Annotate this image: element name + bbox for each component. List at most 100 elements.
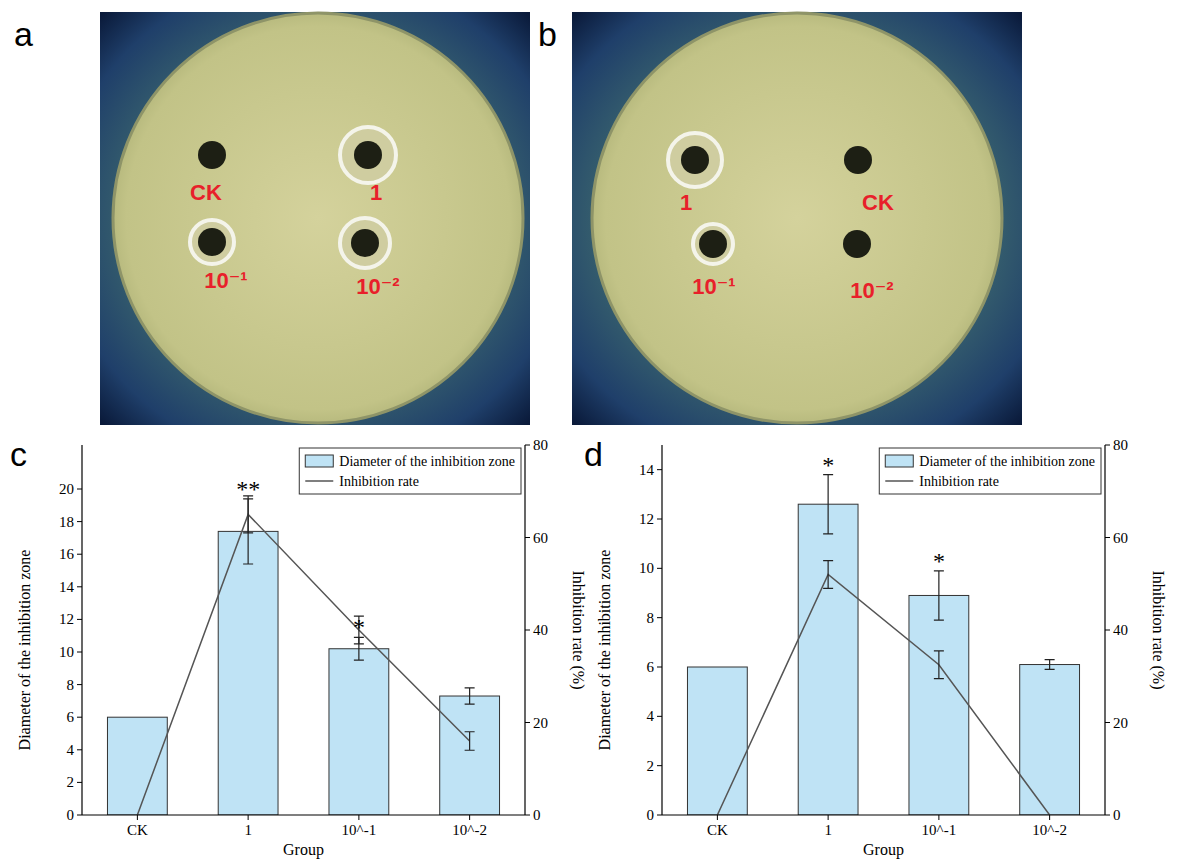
y-tick [77,652,82,653]
panel-letter: d [584,435,603,473]
x-tick [1049,815,1050,820]
significance-label: * [353,614,365,640]
y-tick-label: 8 [67,677,75,693]
x-tick [137,815,138,820]
y2-tick [1105,815,1110,816]
y-tick [657,667,662,668]
y-tick-label: 14 [59,579,75,595]
well [198,228,226,256]
y-tick-label: 18 [59,514,74,530]
y-tick-label: 10 [639,560,654,576]
y2-axis-title: Inhibition rate (%) [1149,570,1167,689]
inhibition-halo [340,127,396,183]
y-tick [77,749,82,750]
y-tick-label: 6 [647,659,655,675]
y-tick [657,716,662,717]
y-tick-label: 8 [647,610,655,626]
x-tick-label: 1 [244,822,252,838]
y-tick [77,619,82,620]
well [354,141,382,169]
well [844,146,872,174]
well [351,229,379,257]
plate-photo: 1CK10⁻¹10⁻² [572,12,1022,425]
well-label: CK [190,180,222,205]
error-bar [934,651,944,679]
bar [909,595,969,815]
y2-tick-label: 40 [1113,622,1128,638]
y-tick-label: 0 [67,807,75,823]
panel-letter: a [14,15,33,53]
y-tick [77,489,82,490]
well-label: 10⁻¹ [692,274,735,299]
legend-swatch [305,455,333,467]
legend: Diameter of the inhibition zoneInhibitio… [299,448,521,494]
petri-dish [113,13,523,423]
inhibition-halo [340,218,390,268]
well-label: 10⁻² [850,278,893,303]
x-axis [82,814,525,815]
y-tick [77,521,82,522]
inhibition-halo [668,133,722,187]
panel-letter: c [10,435,27,473]
y-tick [657,815,662,816]
legend-swatch [305,480,333,482]
y-tick [77,717,82,718]
y-axis-title: Diameter of the inhibition zone [596,550,613,751]
inhibition-halo [693,224,733,264]
bar [798,504,858,815]
legend-box [879,448,1101,494]
x-tick [248,815,249,820]
y2-tick [1105,722,1110,723]
x-axis-title: Group [283,841,324,859]
y2-tick-label: 20 [533,715,548,731]
error-bar [465,688,475,704]
significance-label: * [822,452,834,478]
well [681,146,709,174]
legend-box [299,448,521,494]
bar [687,667,747,815]
bar [107,717,167,815]
error-bar [1045,660,1055,670]
legend-swatch [885,480,913,482]
y-axis-title: Diameter of the inhibition zone [16,550,33,751]
well [699,230,727,258]
error-bar [465,732,475,751]
y-tick [657,617,662,618]
x-axis-title: Group [863,841,904,859]
x-tick-label: 1 [824,822,832,838]
y-axis [81,445,82,815]
y2-axis-title: Inhibition rate (%) [569,570,587,689]
y-tick [77,554,82,555]
plot-area [687,475,1079,815]
x-tick-label: 10^-1 [342,822,377,838]
legend-swatch [885,455,913,467]
y-tick-label: 2 [67,774,75,790]
plot-area [107,496,499,815]
y-tick-label: 4 [67,742,75,758]
x-tick-label: CK [127,822,148,838]
error-bar [823,475,833,534]
y2-tick-label: 80 [533,437,548,453]
bar [218,531,278,815]
line [717,575,1049,816]
petri-dish [592,13,1002,423]
y2-tick [525,722,530,723]
y-tick-label: 4 [647,708,655,724]
x-tick-label: 10^-1 [922,822,957,838]
error-bar [823,561,833,589]
bar [1020,665,1080,815]
y-tick-label: 0 [647,807,655,823]
y-tick-label: 12 [59,611,74,627]
error-bar [934,571,944,620]
y-tick [77,815,82,816]
well-label: 10⁻¹ [204,268,247,293]
line [137,514,469,815]
y2-tick-label: 40 [533,622,548,638]
plate-photo: CK 1 10⁻¹ 10⁻² [100,12,530,425]
x-tick [828,815,829,820]
bar [440,696,500,815]
well-label: 10⁻² [356,274,399,299]
well-label: 1 [370,180,382,205]
legend: Diameter of the inhibition zoneInhibitio… [879,448,1101,494]
y2-tick [525,815,530,816]
